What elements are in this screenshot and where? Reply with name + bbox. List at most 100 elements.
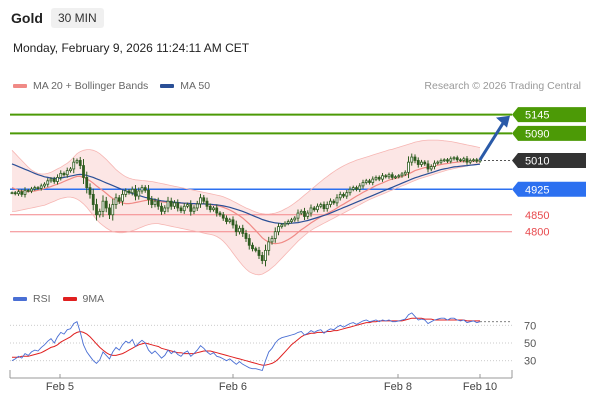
candle-body [423,161,427,165]
legend-rsi-ma-label: 9MA [82,293,105,305]
candle-body [309,207,313,214]
candle-body [410,156,414,163]
candle-body [420,161,423,165]
candle-body [407,161,410,173]
arrow-shaft [478,120,506,161]
candle-body [299,210,303,214]
ma50-swatch [160,84,175,88]
x-axis: Feb 5 Feb 6 Feb 8 Feb 10 [9,370,513,393]
x-tick-label: Feb 6 [219,381,247,393]
bb-lower-line [12,162,481,276]
source-credit: Research © 2026 Trading Central [424,80,581,92]
candle-body [111,204,115,216]
candle-body [166,200,170,209]
candle-body [186,204,189,207]
candle-body [72,161,76,170]
ma50-line [11,163,481,225]
candle-body [143,187,147,191]
candle-body [52,178,56,182]
candle-body [75,160,79,163]
candle-body [426,163,430,170]
candle-body [361,182,365,187]
candle-body [205,200,209,207]
level-tag-5010 [512,152,586,168]
candle-body [114,197,118,205]
level-tag-4925 [512,181,586,197]
timeframe-badge[interactable]: 30 MIN [51,8,104,28]
candle-body [127,190,131,194]
candle-body [475,159,479,162]
x-tick-label: Feb 5 [46,381,74,393]
candle-body [59,172,63,178]
candle-body [332,200,336,204]
level-label-4800: 4800 [525,227,549,239]
candle-body [296,212,300,219]
candle-body [82,165,85,178]
main-legend: MA 20 + Bollinger Bands MA 50 [13,80,210,92]
candle-body [247,238,251,246]
candle-body [303,210,306,217]
candle-body [280,224,284,228]
ma20-swatch [13,84,27,88]
candle-body [202,197,206,202]
candle-body [117,197,121,202]
level-lines [10,113,512,233]
candle-body [345,192,349,197]
candle-body [13,192,17,195]
candle-body [442,159,446,162]
rsi-ma-swatch [62,297,77,301]
candle-body [254,248,258,251]
candle-body [134,188,137,197]
candle-body [108,207,111,216]
candle-body [290,219,293,222]
candle-body [56,177,59,182]
x-tick-label: Feb 10 [463,381,497,393]
candle-body [397,175,401,178]
rsi-line [11,312,481,372]
candle-body [319,204,323,207]
candle-body [390,174,394,178]
candle-body [462,158,466,161]
candle-body [293,217,297,221]
candle-body [46,180,50,185]
candle-body [173,202,176,207]
candle-body [98,210,102,216]
candle-body [176,202,180,209]
candle-body [20,191,24,195]
candle-body [306,212,310,217]
candle-body [130,188,134,194]
candle-body [39,185,43,189]
candle-body [436,161,440,164]
candle-body [374,177,378,180]
level-tag-5145 [512,107,586,123]
candle-body [452,157,456,160]
candle-body [273,231,277,239]
candle-body [238,227,241,233]
rsi-tick-30: 30 [524,356,536,368]
candle-body [62,172,66,176]
candle-body [30,188,33,192]
candle-body [416,160,420,165]
candle-body [335,197,339,204]
candle-body [212,207,215,211]
candle-body [23,189,27,195]
candle-body [192,207,196,212]
candle-body [387,174,391,178]
candle-body [160,205,163,212]
level-label-4850: 4850 [525,210,549,222]
candle-body [429,166,433,170]
candle-body [43,183,46,187]
candle-body [17,191,20,195]
candle-body [312,207,316,211]
candle-body [277,226,280,233]
rsi-swatch [13,297,27,301]
arrow-head [496,115,510,128]
level-label-5090: 5090 [525,128,549,140]
candle-body [153,200,157,205]
candle-body [381,175,384,180]
candle-body [270,238,274,243]
candle-body [472,159,475,162]
candle-body [260,255,264,261]
candle-body [228,219,232,222]
